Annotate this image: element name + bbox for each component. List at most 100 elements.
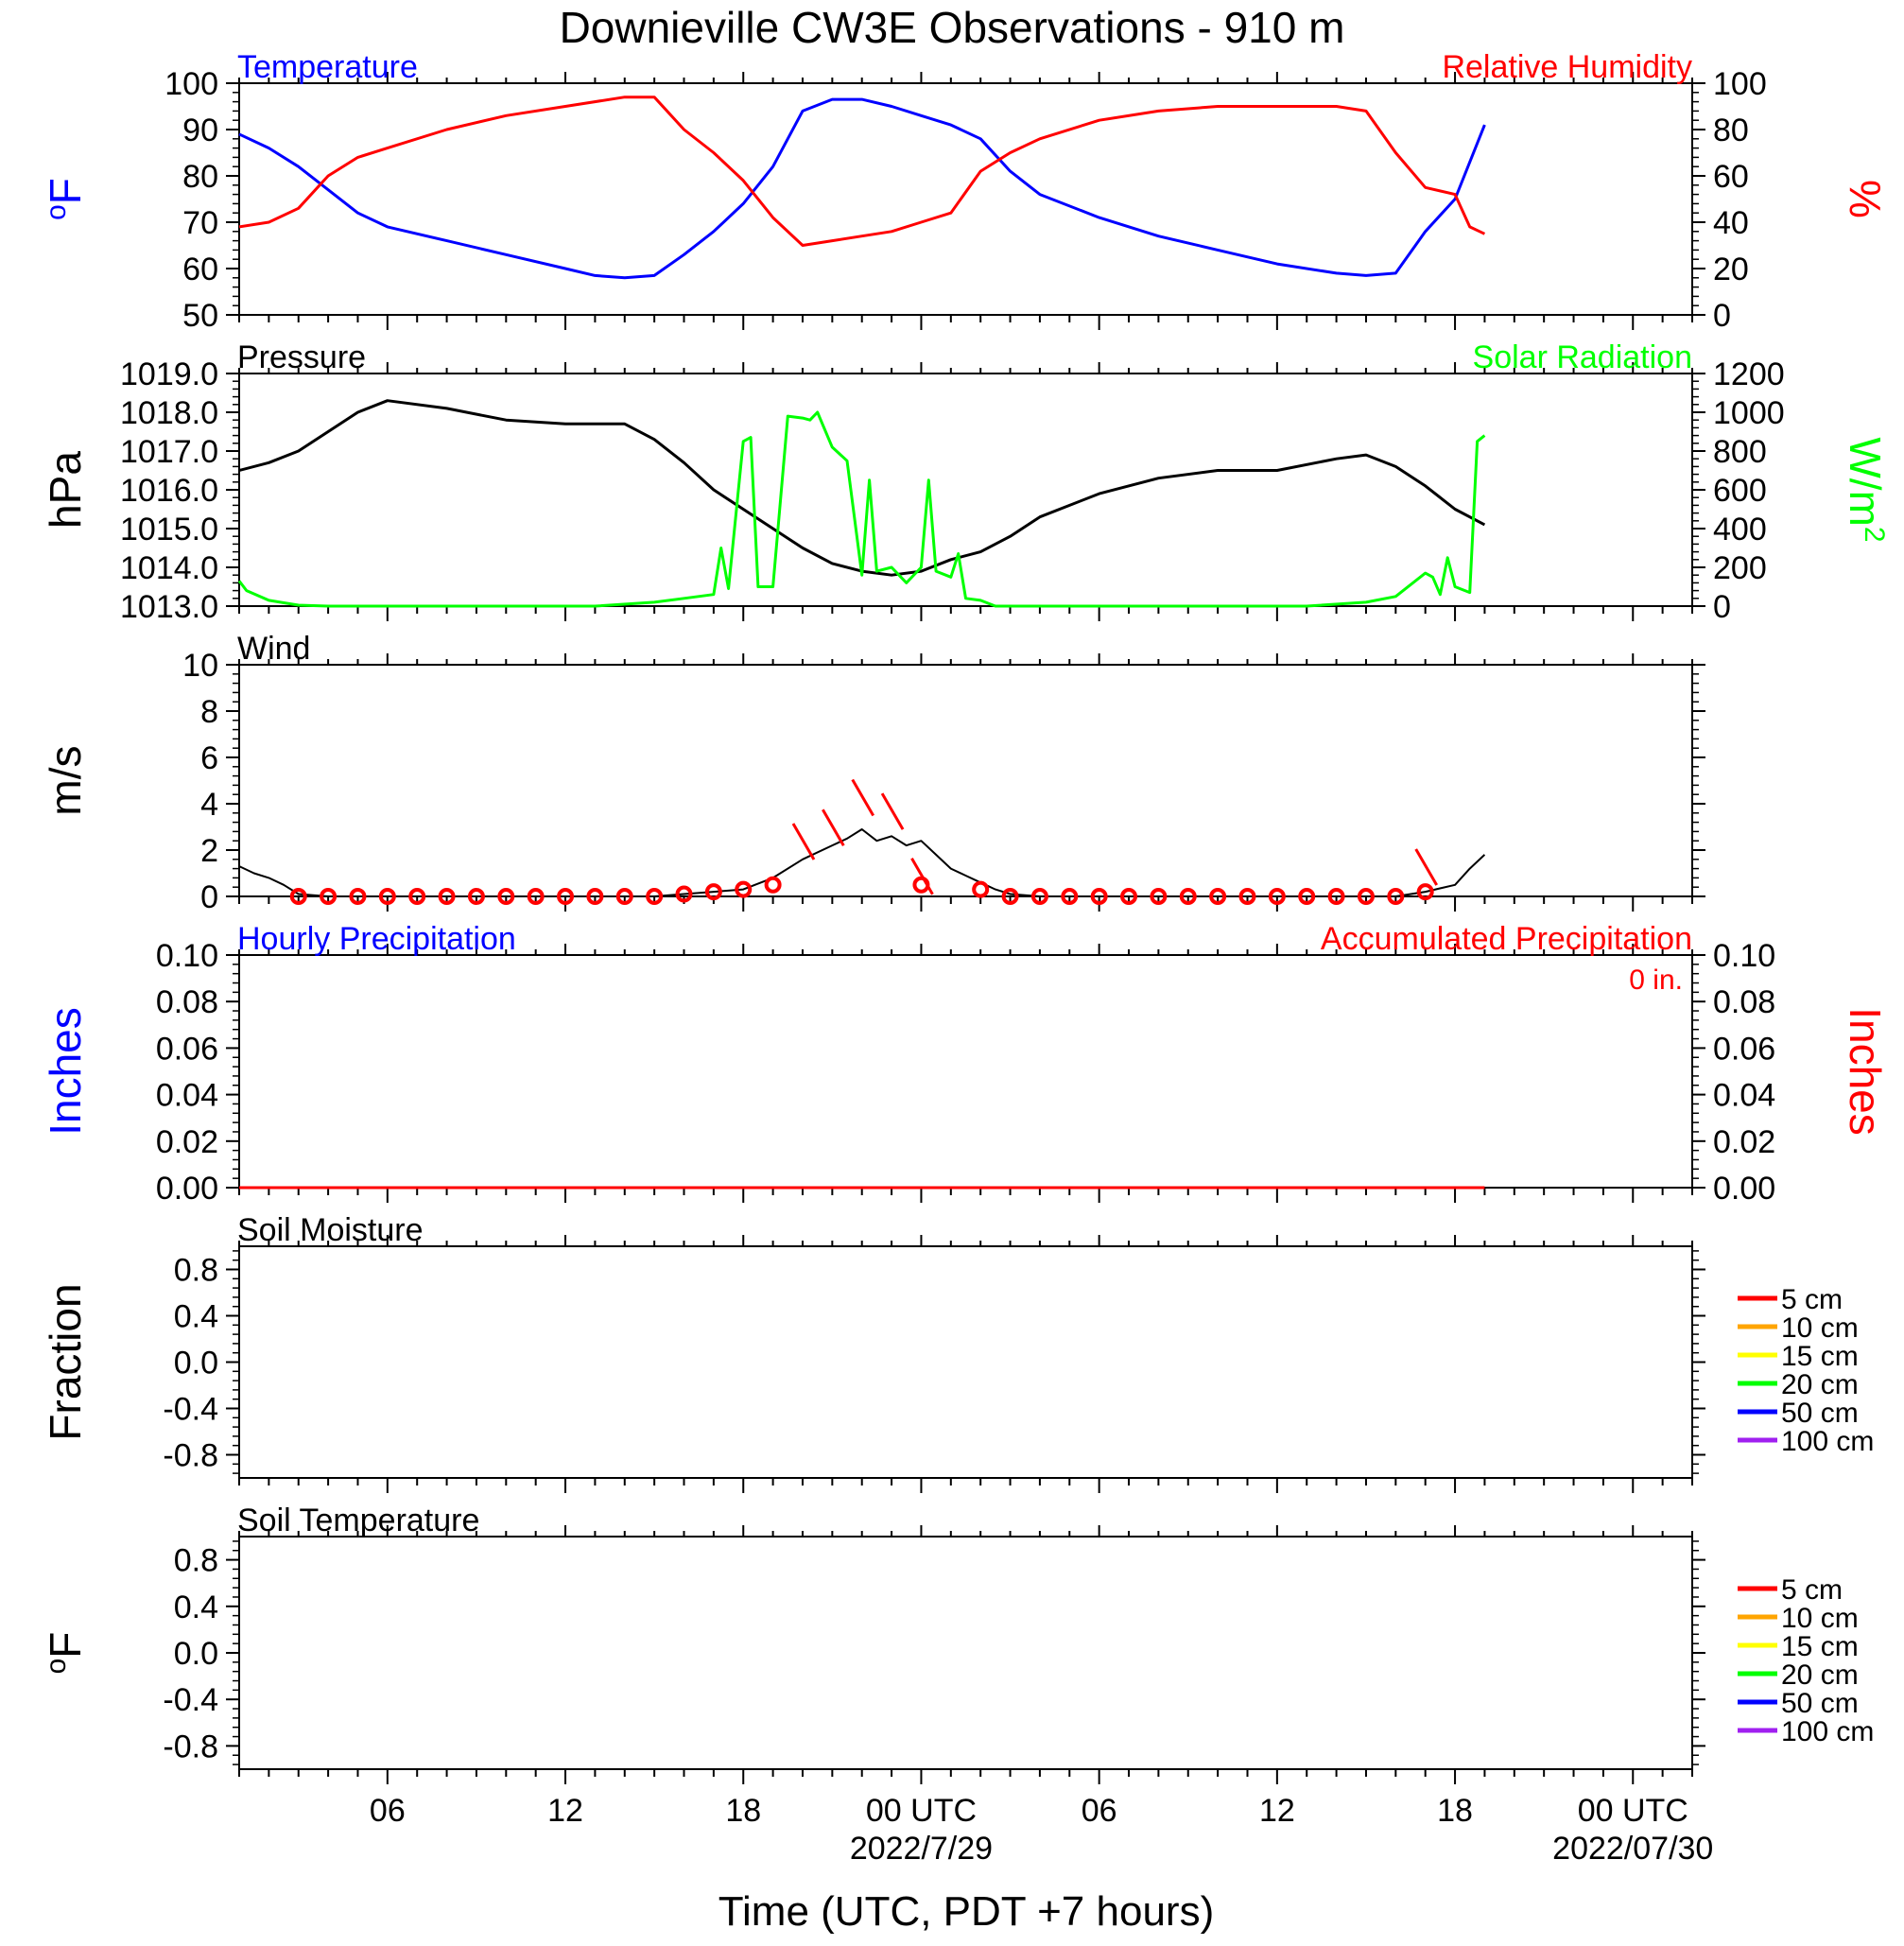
chart-title: Downieville CW3E Observations - 910 m	[560, 3, 1345, 52]
y-right-tick-label: 400	[1713, 512, 1767, 547]
y-tick-label: -0.8	[163, 1729, 218, 1764]
y-axis-label-left: oF	[41, 178, 90, 220]
panel-title-right: Accumulated Precipitation	[1321, 921, 1692, 957]
x-tick-label: 06	[370, 1793, 406, 1829]
y-tick-label: 100	[164, 66, 218, 102]
y-right-tick-label: 0.06	[1713, 1031, 1775, 1067]
panel-precipitation: 0.00 0.02 0.04 0.06 0.08 0.10 0.00 0.02 0.04 0.06…	[41, 921, 1890, 1207]
wind-calm-marker	[1327, 888, 1345, 905]
y-tick-label: 4	[200, 787, 218, 823]
y-axis-label-left: hPa	[41, 451, 90, 529]
x-tick-label: 12	[1259, 1793, 1295, 1829]
x-tick-label: 00 UTC	[1578, 1793, 1688, 1829]
panel-title-right: Solar Radiation	[1473, 339, 1692, 375]
legend-label: 5 cm	[1781, 1284, 1843, 1315]
y-axis-label-left: oF	[41, 1632, 90, 1675]
y-tick-label: 0.0	[174, 1636, 218, 1672]
wind-calm-marker	[1357, 888, 1375, 905]
wind-calm-marker	[1001, 888, 1019, 905]
y-tick-label: 10	[182, 648, 218, 684]
series-solar	[237, 410, 1486, 608]
y-tick-label: 0.4	[174, 1299, 218, 1335]
y-tick-label: -0.4	[163, 1392, 218, 1428]
y-tick-label: 0.00	[156, 1171, 218, 1207]
y-right-tick-label: 40	[1713, 205, 1749, 241]
wind-calm-marker	[704, 883, 722, 901]
series-wind	[238, 828, 1486, 897]
y-tick-label: 1016.0	[120, 473, 218, 509]
panel-title-left: Soil Moisture	[237, 1212, 424, 1248]
wind-calm-marker	[527, 888, 545, 905]
wind-calm-marker	[1238, 888, 1256, 905]
wind-calm-marker	[1150, 888, 1168, 905]
wind-calm-marker	[764, 876, 782, 894]
wind-calm-marker	[438, 888, 456, 905]
y-tick-label: 2	[200, 833, 218, 869]
wind-calm-marker	[1298, 888, 1316, 905]
wind-calm-marker	[1387, 888, 1405, 905]
y-tick-label: 50	[182, 298, 218, 334]
y-tick-label: -0.8	[163, 1438, 218, 1474]
x-axis-label: Time (UTC, PDT +7 hours)	[718, 1888, 1214, 1935]
wind-calm-marker	[378, 888, 396, 905]
wind-calm-marker	[467, 888, 485, 905]
panel-title-left: Hourly Precipitation	[237, 921, 516, 957]
y-right-tick-label: 200	[1713, 550, 1767, 586]
plot-frame	[238, 664, 1693, 897]
legend-item: 20 cm	[1738, 1369, 1859, 1400]
y-tick-label: 0.10	[156, 938, 218, 974]
y-tick-label: 60	[182, 252, 218, 287]
y-tick-label: 0.8	[174, 1253, 218, 1289]
wind-barb	[822, 808, 845, 847]
legend-item: 100 cm	[1738, 1716, 1874, 1747]
legend-label: 10 cm	[1781, 1603, 1859, 1634]
legend-item: 5 cm	[1738, 1574, 1843, 1606]
legend-item: 10 cm	[1738, 1603, 1859, 1634]
wind-barb	[1414, 848, 1438, 886]
series-pressure	[238, 399, 1486, 577]
panel-title-left: Temperature	[237, 49, 418, 85]
legend-item: 20 cm	[1738, 1659, 1859, 1691]
y-axis-label-right: W/m2	[1841, 437, 1890, 542]
y-right-tick-label: 100	[1713, 66, 1767, 102]
legend-label: 20 cm	[1781, 1659, 1859, 1691]
accumulated-total-label: 0 in.	[1629, 964, 1683, 996]
y-axis-label-left: Inches	[41, 1007, 90, 1136]
series-temperature	[238, 97, 1486, 280]
y-right-tick-label: 0.08	[1713, 984, 1775, 1020]
legend-label: 15 cm	[1781, 1631, 1859, 1662]
legend-item: 50 cm	[1738, 1398, 1859, 1429]
wind-calm-marker	[675, 885, 693, 903]
y-tick-label: 0.02	[156, 1124, 218, 1160]
plot-frame	[238, 954, 1693, 1189]
panel-wind: 0 2 4 6 8 10 Wind m/s	[41, 631, 1705, 915]
panel-temperature-humidity: 50 60 70 80 90 100 0 20 40 60 80 100 Temperature Rela…	[41, 49, 1890, 334]
legend-label: 15 cm	[1781, 1341, 1859, 1372]
legend-label: 10 cm	[1781, 1312, 1859, 1344]
y-right-tick-label: 0.00	[1713, 1171, 1775, 1207]
wind-calm-marker	[586, 888, 604, 905]
y-right-tick-label: 0.04	[1713, 1078, 1775, 1114]
wind-calm-marker	[1090, 888, 1108, 905]
y-right-tick-label: 0	[1713, 298, 1731, 334]
wind-calm-marker	[557, 888, 575, 905]
y-right-tick-label: 0	[1713, 589, 1731, 625]
y-axis-label-right: %	[1841, 180, 1890, 218]
wind-calm-marker	[735, 880, 753, 898]
panel-title-left: Pressure	[237, 339, 366, 375]
wind-calm-marker	[1416, 883, 1434, 901]
y-axis-label-right: Inches	[1841, 1007, 1890, 1136]
panel-title-left: Soil Temperature	[237, 1503, 479, 1538]
y-tick-label: 0.06	[156, 1031, 218, 1067]
y-tick-label: 1014.0	[120, 550, 218, 586]
y-tick-label: 1018.0	[120, 395, 218, 431]
legend-label: 5 cm	[1781, 1574, 1843, 1606]
panel-pressure-solar: 1013.01014.01015.01016.01017.01018.01019…	[41, 339, 1890, 625]
y-tick-label: 0.04	[156, 1078, 218, 1114]
legend-label: 100 cm	[1781, 1426, 1874, 1457]
x-date-label: 2022/7/29	[850, 1831, 993, 1867]
y-tick-label: 0.0	[174, 1346, 218, 1381]
y-tick-label: 6	[200, 740, 218, 776]
